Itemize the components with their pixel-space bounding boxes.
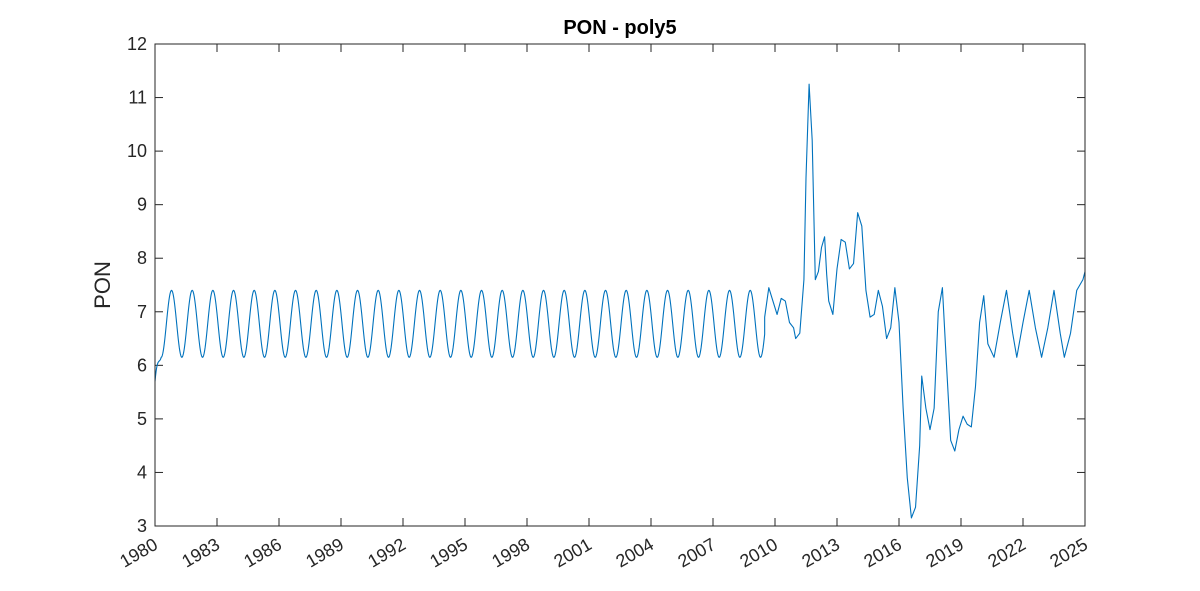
y-tick-label: 5 <box>137 409 147 429</box>
y-tick-label: 7 <box>137 302 147 322</box>
series-line <box>154 83 1086 519</box>
line-layer <box>154 83 1086 519</box>
y-tick-label: 12 <box>127 34 147 54</box>
y-tick-label: 6 <box>137 355 147 375</box>
y-axis-label: PON <box>90 261 115 309</box>
axes-box <box>154 43 1086 527</box>
y-tick-label: 9 <box>137 195 147 215</box>
y-tick-label: 10 <box>127 141 147 161</box>
y-tick-label: 8 <box>137 248 147 268</box>
chart-title: PON - poly5 <box>563 17 676 39</box>
y-tick-label: 4 <box>137 462 147 482</box>
y-tick-label: 11 <box>128 88 147 108</box>
y-tick-label: 3 <box>137 516 147 536</box>
